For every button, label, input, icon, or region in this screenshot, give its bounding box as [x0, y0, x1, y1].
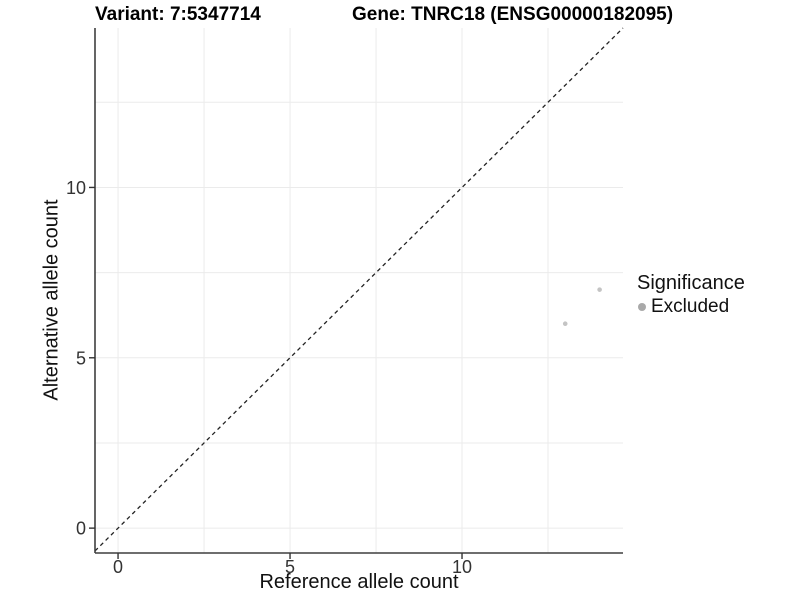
legend-item-label: Excluded [651, 296, 730, 317]
legend-title: Significance [637, 272, 745, 294]
legend-item-excluded: Excluded [637, 296, 745, 318]
x-tick-label: 0 [113, 557, 123, 577]
legend: Significance Excluded [637, 272, 745, 318]
y-axis-title: Alternative allele count [40, 199, 63, 401]
y-tick-label: 5 [76, 348, 86, 368]
x-tick-label: 10 [452, 557, 472, 577]
data-point [597, 287, 602, 292]
y-tick-label: 10 [66, 178, 86, 198]
legend-key-dot [638, 302, 646, 311]
plot-title-variant: Variant: 7:5347714 [95, 4, 261, 25]
plot-title-gene: Gene: TNRC18 (ENSG00000182095) [352, 4, 674, 25]
x-axis-title: Reference allele count [259, 571, 459, 593]
data-point [562, 321, 568, 327]
x-tick-label: 5 [285, 557, 295, 577]
y-tick-label: 0 [76, 519, 86, 539]
identity-line [94, 27, 624, 552]
